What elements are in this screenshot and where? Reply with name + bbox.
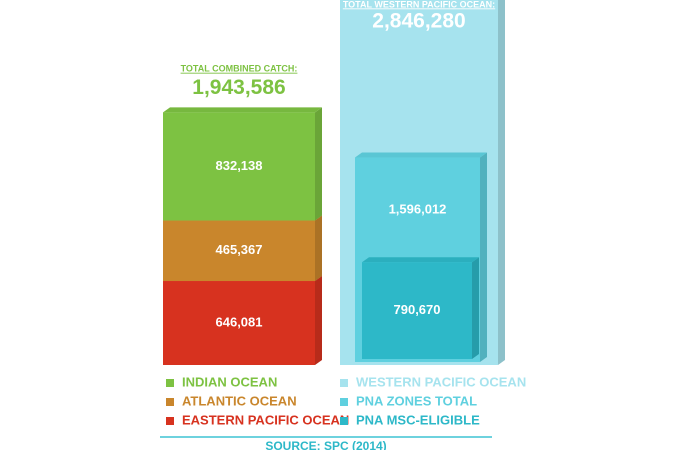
stack-total: 2,846,280 [372, 10, 465, 33]
value-label: 832,138 [216, 158, 263, 173]
source: SOURCE: SPC (2014) [265, 439, 386, 450]
value-label: 1,596,012 [389, 201, 447, 216]
bar [163, 220, 315, 282]
value-label: 465,367 [216, 242, 263, 257]
legend-swatch [166, 379, 174, 387]
bar-side [472, 257, 479, 359]
legend-label: PNA ZONES TOTAL [356, 393, 477, 408]
bar-side [315, 107, 322, 221]
bar-side [498, 0, 505, 365]
legend-swatch [340, 398, 348, 406]
stack-total: 1,943,586 [192, 76, 285, 99]
legend-label: PNA MSC-ELIGIBLE [356, 412, 480, 427]
value-label: 646,081 [216, 314, 263, 329]
legend-label: EASTERN PACIFIC OCEAN [182, 412, 349, 427]
plot: 646,081 465,367 832,138 TOTAL COMBINED CATC… [163, 0, 526, 427]
bar [163, 112, 315, 221]
stack-title: TOTAL COMBINED CATCH: [181, 64, 298, 74]
legend-swatch [166, 398, 174, 406]
bar-side [480, 152, 487, 362]
bar-side [315, 215, 322, 282]
bar-top [355, 152, 487, 158]
bar-side [315, 276, 322, 365]
legend-label: WESTERN PACIFIC OCEAN [356, 374, 526, 389]
legend-label: ATLANTIC OCEAN [182, 393, 297, 408]
bar-top [163, 107, 322, 113]
bar-top [362, 257, 479, 263]
stack-title: TOTAL WESTERN PACIFIC OCEAN: [343, 0, 495, 9]
legend-label: INDIAN OCEAN [182, 374, 277, 389]
legend-swatch [340, 379, 348, 387]
bar [163, 281, 315, 365]
bar [362, 262, 472, 359]
legend-swatch [340, 417, 348, 425]
legend-swatch [166, 417, 174, 425]
value-label: 790,670 [394, 302, 441, 317]
